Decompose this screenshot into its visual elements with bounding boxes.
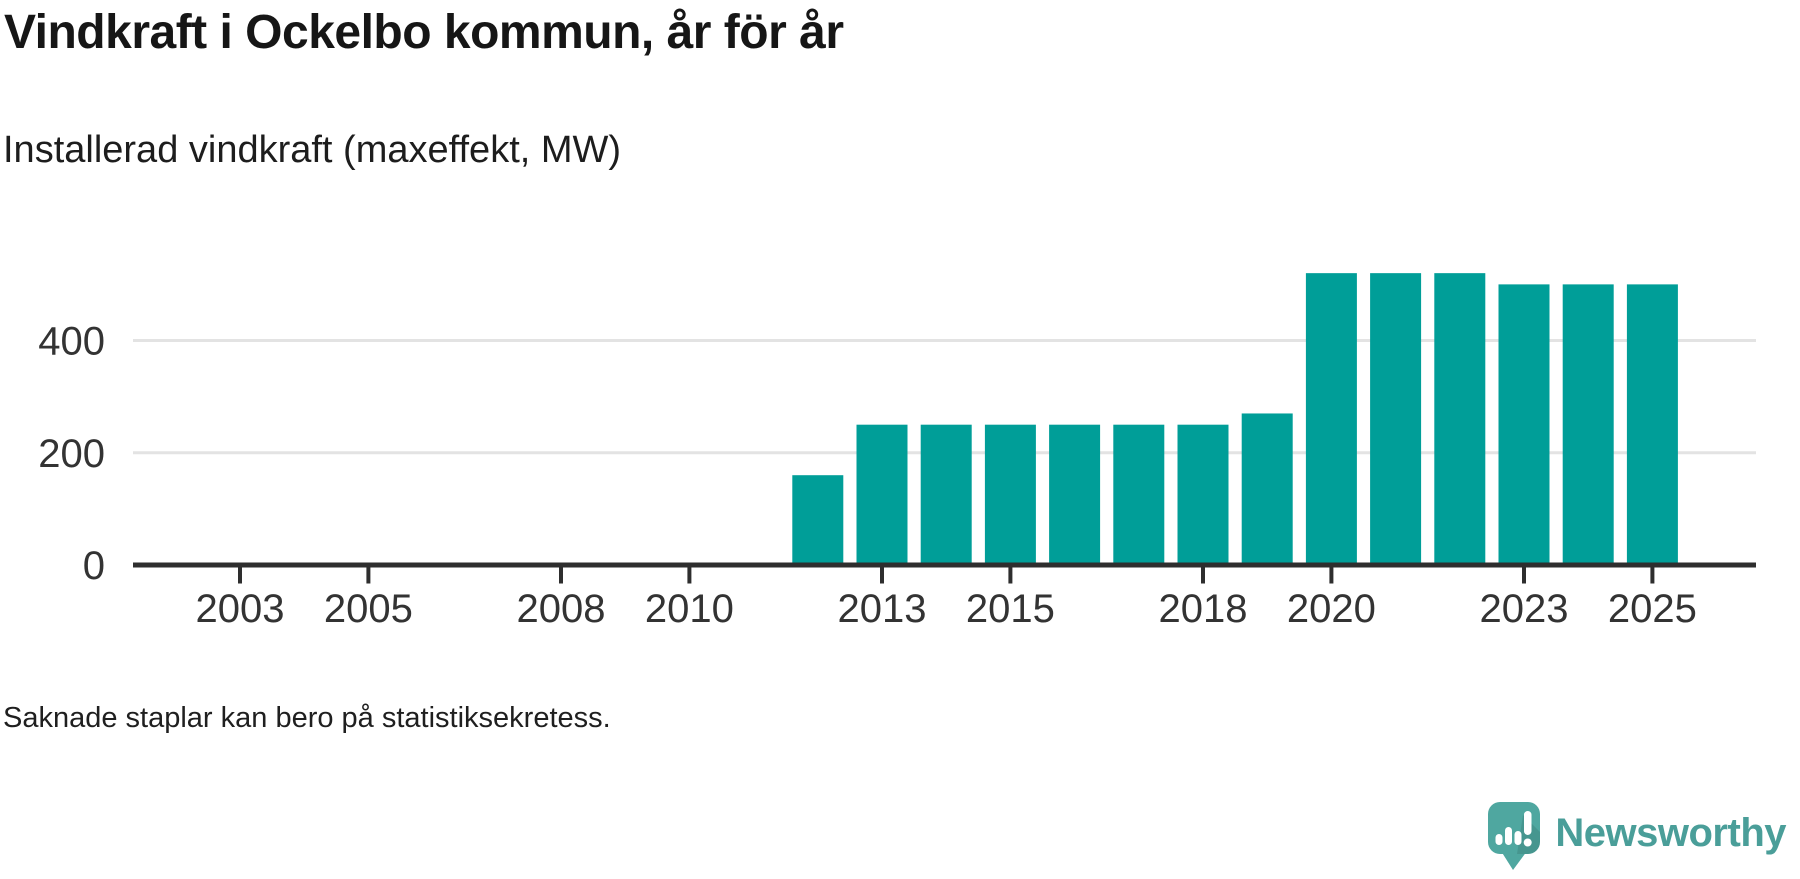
bar-2025 [1626,284,1678,565]
bar-2018 [1177,424,1229,565]
bar-2015 [984,424,1036,565]
x-tick-label-2008: 2008 [517,587,606,631]
mini-bar-chart-glyph [1495,827,1522,845]
x-tick-label-2005: 2005 [324,587,413,631]
speech-bubble [1488,802,1541,870]
chart-title: Vindkraft i Ockelbo kommun, år för år [4,6,844,59]
bar-2022 [1434,273,1486,565]
bar-2023 [1498,284,1550,565]
x-tick-label-2023: 2023 [1480,587,1569,631]
bar-2017 [1113,424,1165,565]
x-tick-label-2010: 2010 [645,587,734,631]
bar-2020 [1305,273,1357,565]
bar-2024 [1562,284,1614,565]
x-tick-label-2015: 2015 [966,587,1055,631]
exclamation-mark-glyph [1524,811,1533,847]
y-tick-label-0: 0 [83,544,105,588]
y-tick-label-400: 400 [38,320,105,364]
bar-2021 [1370,273,1422,565]
bar-2016 [1049,424,1101,565]
newsworthy-logo: Newsworthy [1487,800,1786,872]
chart-footnote: Saknade staplar kan bero på statistiksek… [3,702,611,734]
x-tick-label-2013: 2013 [838,587,927,631]
x-tick-label-2018: 2018 [1159,587,1248,631]
chart-subtitle: Installerad vindkraft (maxeffekt, MW) [3,129,622,171]
bar-2012 [792,475,844,565]
x-tick-label-2003: 2003 [196,587,285,631]
x-tick-label-2020: 2020 [1287,587,1376,631]
newsworthy-wordmark: Newsworthy [1555,811,1786,855]
bar-2014 [920,424,972,565]
bar-2013 [856,424,908,565]
newsworthy-speech-bubble-chart-icon [1488,802,1541,870]
x-tick-label-2025: 2025 [1608,587,1697,631]
bar-2019 [1241,413,1293,565]
y-tick-label-200: 200 [38,432,105,476]
